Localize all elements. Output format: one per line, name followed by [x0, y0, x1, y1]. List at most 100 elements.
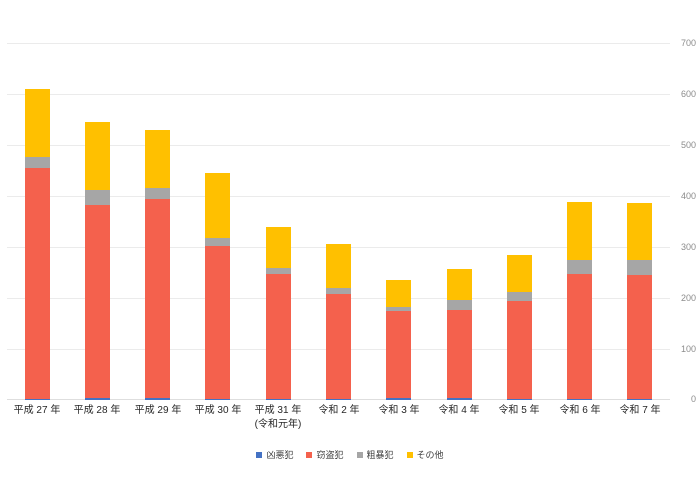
x-axis-tick-label-line: 令和 3 年: [378, 405, 420, 416]
bar-segment-凶悪犯[interactable]: [627, 398, 652, 400]
bar-segment-粗暴犯[interactable]: [507, 292, 532, 302]
y-axis-tick-label: 600: [680, 89, 696, 99]
legend-swatch-icon: [356, 452, 363, 458]
x-axis-tick-label-line: 令和 2 年: [318, 405, 360, 416]
bar-segment-凶悪犯[interactable]: [205, 398, 230, 400]
bar-segment-窃盗犯[interactable]: [85, 205, 110, 399]
x-axis-tick-label: 平成 28 年: [52, 404, 142, 418]
x-axis-tick-label: 平成 27 年: [0, 404, 82, 418]
legend-item-窃盗犯[interactable]: 窃盗犯: [306, 449, 344, 461]
bar-segment-粗暴犯[interactable]: [386, 306, 411, 312]
bar-segment-凶悪犯[interactable]: [507, 398, 532, 400]
bar-group-7[interactable]: [386, 280, 411, 400]
bar-group-3[interactable]: [145, 129, 170, 400]
bar-segment-その他[interactable]: [386, 280, 411, 307]
bar-segment-凶悪犯[interactable]: [25, 398, 50, 400]
x-axis-tick-label-line: 平成 29 年: [134, 405, 182, 416]
bar-segment-凶悪犯[interactable]: [145, 397, 170, 400]
bar-group-11[interactable]: [627, 202, 652, 400]
y-axis-tick-label: 0: [690, 394, 696, 404]
gridline-500: [7, 145, 670, 146]
bar-segment-その他[interactable]: [25, 88, 50, 157]
bar-segment-窃盗犯[interactable]: [447, 310, 472, 398]
y-axis-tick-label: 300: [680, 242, 696, 252]
bar-group-10[interactable]: [567, 202, 592, 400]
bar-segment-凶悪犯[interactable]: [567, 398, 592, 400]
bar-group-6[interactable]: [326, 244, 351, 400]
legend-item-凶悪犯[interactable]: 凶悪犯: [256, 449, 293, 461]
x-axis-tick-label-line: 令和 6 年: [559, 405, 601, 416]
bar-segment-粗暴犯[interactable]: [25, 156, 50, 168]
bar-segment-粗暴犯[interactable]: [145, 187, 170, 199]
y-axis-tick-label: 200: [680, 293, 696, 303]
bar-segment-その他[interactable]: [205, 173, 230, 239]
bar-segment-粗暴犯[interactable]: [326, 288, 351, 295]
bar-segment-その他[interactable]: [567, 202, 592, 260]
legend-label: その他: [416, 450, 444, 460]
bar-segment-窃盗犯[interactable]: [386, 311, 411, 398]
legend: 凶悪犯 窃盗犯 粗暴犯 その他: [0, 449, 700, 461]
bar-segment-その他[interactable]: [507, 255, 532, 293]
legend-item-粗暴犯[interactable]: 粗暴犯: [356, 449, 394, 461]
y-axis-tick-label: 400: [680, 191, 696, 201]
bar-segment-凶悪犯[interactable]: [386, 397, 411, 400]
bar-segment-窃盗犯[interactable]: [507, 301, 532, 399]
bar-segment-その他[interactable]: [447, 269, 472, 301]
bar-segment-窃盗犯[interactable]: [627, 275, 652, 399]
plot-area: [7, 43, 670, 400]
y-axis-tick-label: 100: [680, 344, 696, 354]
x-axis-tick-label: 令和 4 年: [414, 404, 504, 418]
bar-segment-粗暴犯[interactable]: [266, 268, 291, 275]
x-axis-tick-label: 令和 6 年: [535, 404, 625, 418]
bar-group-9[interactable]: [507, 255, 532, 400]
bar-segment-粗暴犯[interactable]: [85, 190, 110, 206]
legend-label: 窃盗犯: [316, 450, 344, 460]
bar-segment-その他[interactable]: [266, 227, 291, 269]
bar-segment-その他[interactable]: [145, 129, 170, 188]
x-axis-tick-label-line: 平成 28 年: [73, 405, 121, 416]
bar-segment-凶悪犯[interactable]: [326, 398, 351, 400]
bar-segment-窃盗犯[interactable]: [205, 245, 230, 399]
bar-segment-粗暴犯[interactable]: [567, 259, 592, 274]
bar-segment-その他[interactable]: [326, 244, 351, 289]
bar-segment-その他[interactable]: [85, 122, 110, 191]
bar-segment-凶悪犯[interactable]: [447, 397, 472, 400]
legend-swatch-icon: [406, 452, 413, 458]
bar-segment-凶悪犯[interactable]: [85, 398, 110, 400]
bar-segment-粗暴犯[interactable]: [447, 300, 472, 311]
bar-group-1[interactable]: [25, 88, 50, 400]
bar-segment-粗暴犯[interactable]: [627, 260, 652, 276]
x-axis-tick-label-line: 令和 5 年: [498, 405, 540, 416]
legend-item-その他[interactable]: その他: [406, 449, 444, 461]
bar-group-4[interactable]: [205, 173, 230, 400]
bar-segment-窃盗犯[interactable]: [25, 167, 50, 399]
gridline-400: [7, 196, 670, 197]
x-axis-tick-label-line: 平成 27 年: [13, 405, 61, 416]
x-axis-tick-label: 令和 2 年: [294, 404, 384, 418]
x-axis-tick-label: 平成 30 年: [173, 404, 263, 418]
legend-swatch-icon: [306, 452, 313, 458]
gridline-700: [7, 43, 670, 44]
bar-group-2[interactable]: [85, 122, 110, 400]
bar-segment-窃盗犯[interactable]: [326, 294, 351, 399]
x-axis-tick-label-line: 平成 31 年: [254, 405, 302, 416]
x-axis-tick-label: 平成 31 年 (令和元年): [233, 404, 323, 432]
bar-segment-窃盗犯[interactable]: [145, 198, 170, 398]
x-axis-tick-label: 令和 5 年: [474, 404, 564, 418]
legend-swatch-icon: [256, 452, 263, 458]
bar-segment-窃盗犯[interactable]: [567, 273, 592, 399]
x-axis-tick-label: 平成 29 年: [113, 404, 203, 418]
legend-label: 粗暴犯: [366, 450, 394, 460]
legend-label: 凶悪犯: [266, 450, 294, 460]
bar-segment-窃盗犯[interactable]: [266, 274, 291, 399]
x-axis-tick-label-line: 平成 30 年: [194, 405, 242, 416]
x-axis-tick-label-line: 令和 7 年: [619, 405, 661, 416]
gridline-600: [7, 94, 670, 95]
bar-group-5[interactable]: [266, 227, 291, 400]
bar-segment-凶悪犯[interactable]: [266, 398, 291, 400]
bar-group-8[interactable]: [447, 269, 472, 400]
x-axis-tick-label-line: (令和元年): [254, 419, 302, 430]
bar-segment-その他[interactable]: [627, 202, 652, 261]
x-axis-tick-label: 令和 3 年: [354, 404, 444, 418]
bar-segment-粗暴犯[interactable]: [205, 238, 230, 246]
